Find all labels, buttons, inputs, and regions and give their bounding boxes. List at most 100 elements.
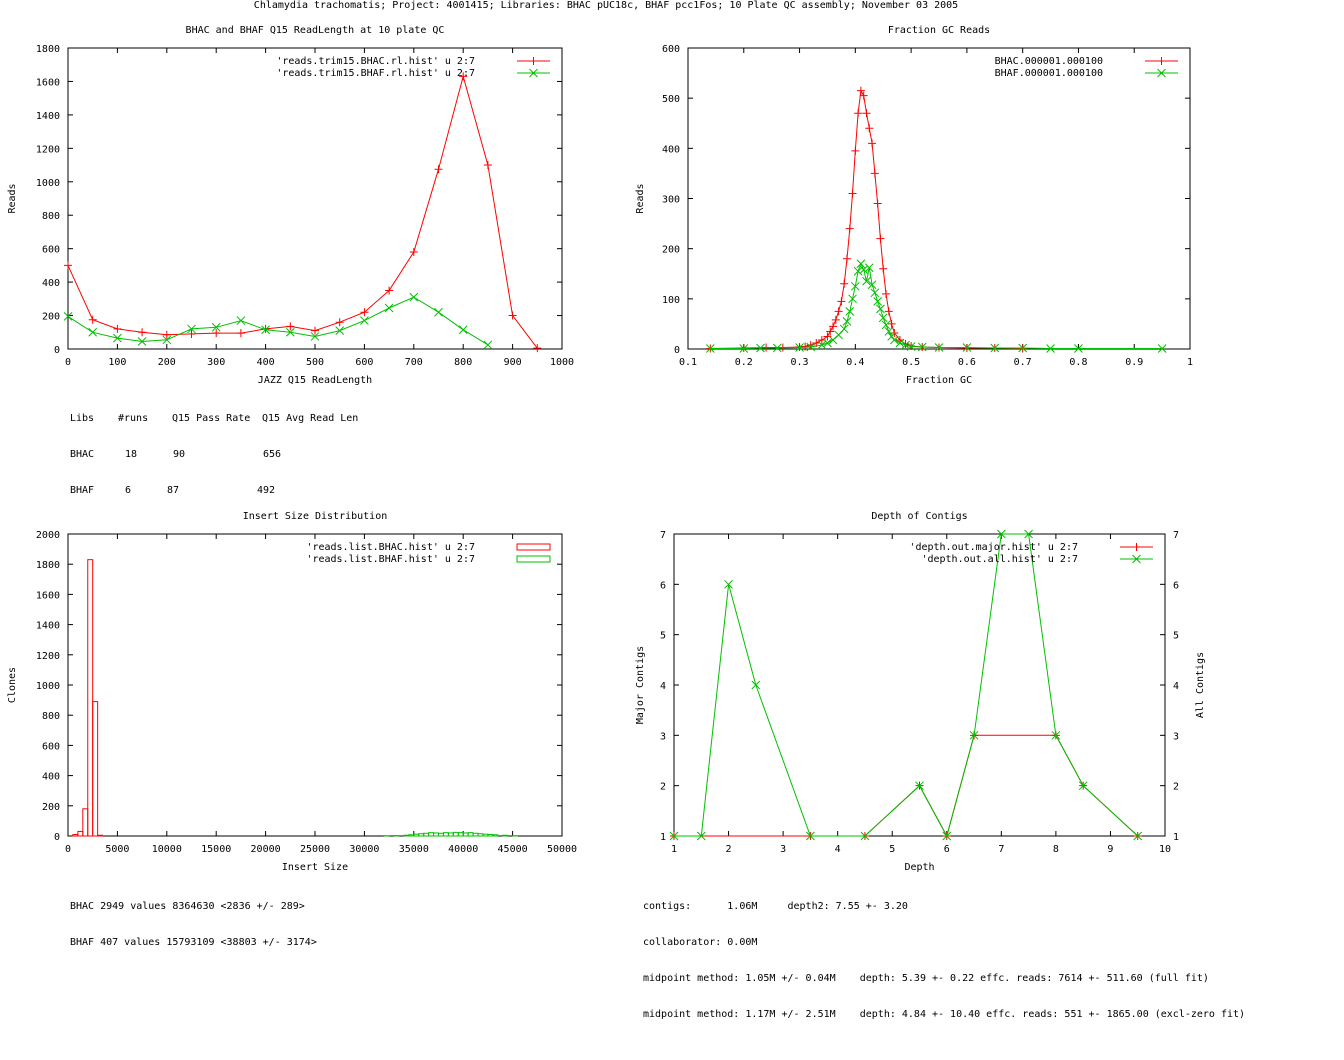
legend-marker	[1132, 543, 1141, 551]
histogram-bar	[452, 831, 459, 837]
data-point	[211, 322, 221, 332]
data-point	[840, 279, 849, 288]
y-tick-label: 1400	[36, 111, 60, 122]
histogram-bar	[482, 833, 489, 837]
x-tick-label: 0.6	[958, 357, 976, 368]
readlength-chart: BHAC and BHAF Q15 ReadLength at 10 plate…	[7, 25, 574, 386]
plot-frame	[67, 533, 563, 837]
stats-header-pass-rate: Q15 Pass Rate	[172, 413, 251, 424]
data-point	[1078, 781, 1088, 791]
data-point	[806, 831, 815, 841]
data-point	[853, 266, 863, 276]
data-point	[870, 169, 879, 178]
histogram-bar	[477, 833, 484, 837]
y-tick-label: 1600	[36, 77, 60, 88]
histogram-bar	[82, 808, 89, 837]
data-point	[990, 343, 1000, 353]
series-line	[67, 74, 538, 349]
y-tick-label: 600	[662, 44, 680, 55]
page-title: Chlamydia trachomatis; Project: 4001415;…	[253, 0, 959, 11]
histogram-bar	[487, 833, 494, 837]
data-point	[409, 292, 419, 302]
y-tick-label: 200	[42, 312, 60, 323]
data-point	[864, 263, 874, 273]
data-point	[409, 248, 418, 257]
data-point	[873, 199, 882, 208]
data-point	[384, 303, 394, 313]
legend-label: 'reads.list.BHAF.hist' u 2:7	[306, 554, 475, 565]
y-tick-label: 800	[42, 211, 60, 222]
data-point	[705, 344, 715, 353]
histogram-bar	[97, 834, 104, 837]
data-point	[845, 224, 854, 233]
histogram-bar	[418, 833, 425, 837]
x-tick-label: 7	[998, 844, 1004, 855]
x-tick-label: 0.2	[735, 357, 753, 368]
x-tick-label: 800	[454, 357, 472, 368]
data-point	[884, 327, 894, 336]
data-point	[1051, 730, 1061, 740]
data-point	[856, 259, 866, 269]
series-line	[67, 296, 489, 346]
y-tick-label: 1000	[36, 178, 60, 189]
data-point	[823, 338, 832, 348]
data-point	[962, 343, 972, 352]
x-tick-label: 35000	[399, 844, 429, 855]
data-point	[884, 307, 893, 316]
data-point	[854, 109, 863, 118]
data-point	[887, 319, 896, 328]
y-tick-label: 200	[662, 245, 680, 256]
histogram-bar	[423, 832, 430, 837]
y-tick-label: 0	[54, 345, 60, 356]
histogram-bar	[428, 832, 435, 837]
data-point	[696, 831, 706, 841]
histogram-bar	[403, 834, 410, 837]
data-point	[724, 579, 733, 589]
legend-marker	[1132, 554, 1141, 564]
stats-header-runs: #runs	[118, 413, 149, 424]
histogram-bar	[457, 832, 464, 837]
data-point	[859, 91, 868, 100]
data-point	[915, 781, 924, 791]
data-point	[434, 165, 443, 174]
data-point	[434, 307, 443, 317]
data-point	[873, 296, 882, 306]
data-point	[285, 327, 295, 337]
data-point	[842, 254, 851, 263]
x-tick-label: 9	[1107, 844, 1113, 855]
data-point	[138, 328, 147, 337]
data-point	[817, 340, 827, 350]
x-tick-label: 6	[944, 844, 950, 855]
stats-cell: 18	[125, 449, 138, 460]
data-point	[850, 281, 860, 291]
legend-marker	[529, 57, 538, 65]
legend-marker	[529, 68, 538, 78]
y-tick-label: 400	[662, 144, 680, 155]
data-point	[137, 337, 147, 346]
x-tick-label: 5	[889, 844, 895, 855]
histogram-bar	[492, 834, 499, 837]
y-tick-label: 3	[660, 731, 666, 742]
data-point	[890, 335, 899, 345]
x-tick-label: 40000	[448, 844, 478, 855]
data-point	[996, 529, 1006, 539]
x-tick-label: 0	[65, 357, 71, 368]
x-tick-label: 0.1	[679, 357, 697, 368]
data-point	[458, 325, 468, 335]
data-point	[1046, 344, 1055, 353]
data-point	[878, 313, 888, 323]
plot-frame	[687, 47, 1191, 350]
x-tick-label: 700	[405, 357, 423, 368]
histogram-bar	[447, 832, 454, 837]
x-tick-label: 200	[158, 357, 176, 368]
legend-swatch	[516, 555, 551, 563]
data-point	[901, 340, 910, 350]
x-tick-label: 20000	[251, 844, 281, 855]
y-tick-label: 600	[42, 741, 60, 752]
legend-marker	[1157, 68, 1166, 78]
y-tick-label: 2000	[36, 530, 60, 541]
readlength-stats-table: Libs #runs Q15 Pass Rate Q15 Avg Read Len B…	[70, 389, 358, 509]
histogram-bar	[467, 832, 474, 837]
data-point	[162, 330, 171, 339]
